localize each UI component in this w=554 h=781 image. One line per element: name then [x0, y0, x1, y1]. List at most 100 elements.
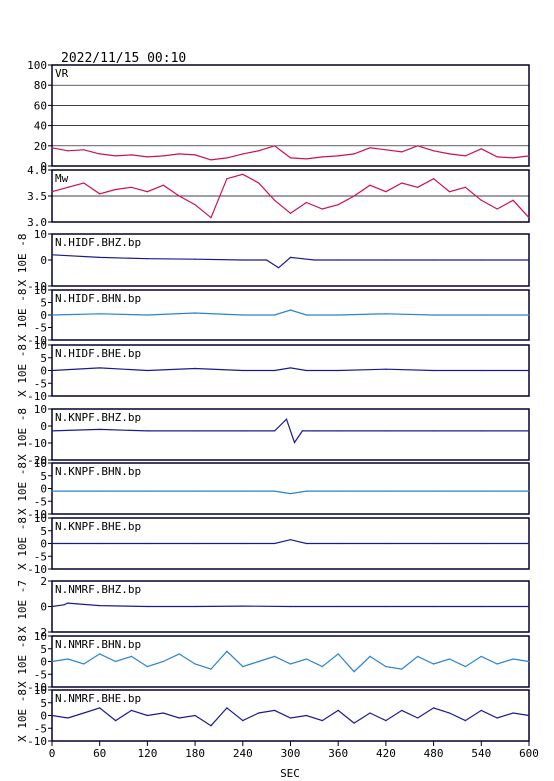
data-point	[305, 714, 307, 717]
y-tick-label: 5	[40, 297, 47, 310]
data-point	[480, 542, 482, 545]
panel-frame	[51, 408, 530, 461]
data-point	[512, 658, 514, 660]
data-point	[289, 663, 292, 665]
data-point	[464, 720, 466, 722]
data-point	[63, 604, 65, 606]
data-point	[496, 663, 498, 665]
data-point	[369, 184, 371, 186]
data-point	[528, 490, 530, 492]
y-tick-label: -10	[27, 508, 47, 521]
y-tick-label: 0	[40, 601, 47, 614]
data-point	[512, 199, 514, 201]
data-point	[194, 663, 196, 665]
data-point	[528, 605, 530, 608]
data-point	[285, 418, 288, 420]
data-point	[274, 314, 276, 316]
data-point	[146, 156, 148, 158]
panel-label: N.KNPF.BHE.bp	[55, 520, 141, 533]
data-point	[51, 714, 53, 717]
data-point	[258, 712, 260, 714]
y-axis-label: X 10E -8	[16, 234, 29, 287]
data-point	[51, 660, 53, 663]
y-tick-label: -5	[34, 668, 47, 681]
data-point	[83, 182, 85, 184]
y-tick-label: 4.0	[27, 164, 47, 177]
data-point	[274, 542, 276, 545]
data-point	[289, 539, 292, 541]
y-axis-label: X 10E -8	[16, 408, 29, 461]
data-point	[401, 151, 403, 153]
data-point	[242, 666, 244, 668]
data-point	[480, 430, 482, 432]
data-point	[480, 314, 482, 316]
y-axis-label: X 10E -8	[16, 462, 29, 515]
data-point	[448, 658, 451, 660]
data-point	[321, 666, 323, 668]
data-point	[194, 154, 196, 156]
y-tick-label: -10	[27, 563, 47, 576]
data-point	[433, 707, 435, 709]
y-tick-label: -10	[27, 390, 47, 403]
data-point	[274, 709, 276, 712]
data-point	[242, 720, 244, 722]
data-point	[417, 655, 419, 658]
panel-label: N.HIDF.BHN.bp	[55, 292, 141, 305]
y-tick-label: 0	[40, 710, 47, 723]
data-point	[337, 490, 339, 492]
data-point	[528, 430, 530, 432]
data-point	[448, 153, 451, 155]
y-tick-label: -10	[27, 280, 47, 293]
data-point	[210, 159, 212, 161]
data-point	[162, 184, 164, 186]
data-point	[289, 212, 292, 214]
data-point	[274, 369, 276, 372]
data-point	[67, 658, 69, 660]
data-point	[289, 717, 292, 719]
data-point	[210, 725, 212, 727]
y-axis-label: X 10E -8	[16, 635, 29, 688]
x-tick-label: 0	[49, 747, 56, 760]
panel-label: N.NMRF.BHN.bp	[55, 638, 141, 651]
data-point	[433, 605, 435, 608]
data-point	[130, 186, 133, 188]
y-tick-label: -10	[27, 437, 47, 450]
data-point	[512, 712, 514, 714]
data-point	[194, 312, 196, 314]
panel-label: N.HIDF.BHZ.bp	[55, 236, 141, 249]
data-point	[464, 155, 466, 157]
data-point	[146, 191, 148, 193]
data-point	[194, 714, 196, 717]
y-axis-label: X 10E -7	[16, 580, 29, 633]
y-tick-label: 0	[40, 538, 47, 551]
data-point	[385, 149, 387, 151]
series-line	[51, 707, 530, 727]
data-point	[130, 655, 133, 658]
data-point	[99, 605, 101, 607]
data-point	[146, 369, 148, 372]
y-tick-label: -5	[34, 722, 47, 735]
y-tick-label: 5	[40, 352, 47, 365]
panel-label: N.KNPF.BHZ.bp	[55, 411, 141, 424]
panel-2: 10 0 -10X 10E -8 N.HIDF.BHZ.bp	[16, 228, 530, 293]
data-point	[210, 668, 212, 670]
panel-label: N.HIDF.BHE.bp	[55, 347, 141, 360]
y-tick-label: 10	[34, 403, 47, 416]
data-point	[305, 542, 307, 545]
data-point	[528, 542, 530, 545]
x-axis-label: SEC	[280, 767, 300, 780]
data-point	[528, 314, 530, 316]
x-tick-label: 60	[93, 747, 106, 760]
data-point	[146, 605, 148, 608]
data-point	[274, 199, 276, 201]
data-point	[226, 707, 228, 709]
y-tick-label: 10	[34, 228, 47, 241]
data-point	[178, 153, 180, 155]
y-tick-label: -5	[34, 377, 47, 390]
data-point	[353, 722, 355, 724]
data-point	[337, 605, 339, 608]
data-point	[226, 650, 228, 652]
